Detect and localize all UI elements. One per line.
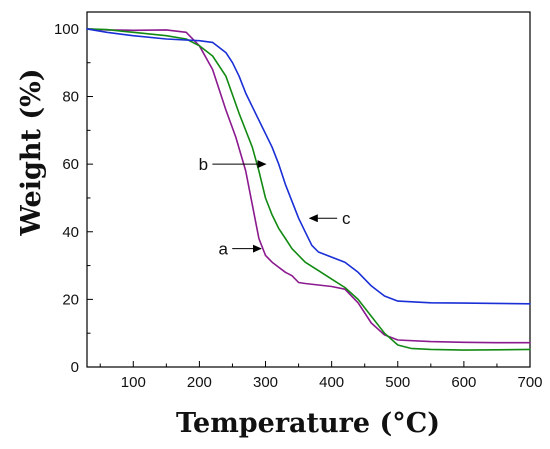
series-group xyxy=(86,28,531,351)
x-tick-label: 400 xyxy=(319,374,344,391)
tick-labels: 100 200 300 400 500 600 700 0 20 40 60 80 100 xyxy=(54,21,543,391)
y-tick-label: 40 xyxy=(62,224,79,241)
annotation-label-a: a xyxy=(218,240,228,259)
series-line-2 xyxy=(86,28,531,305)
y-tick-label: 0 xyxy=(71,359,79,376)
series-line-0 xyxy=(86,28,531,344)
series-line-1 xyxy=(86,28,531,351)
annotation-label-b: b xyxy=(199,155,208,174)
x-tick-label: 600 xyxy=(451,374,476,391)
annotation-label-c: c xyxy=(342,209,351,228)
x-tick-label: 200 xyxy=(187,374,212,391)
plot-frame xyxy=(86,11,531,368)
y-tick-label: 100 xyxy=(54,21,79,38)
y-tick-label: 60 xyxy=(62,156,79,173)
axis-ticks xyxy=(87,28,531,368)
x-tick-label: 700 xyxy=(517,374,542,391)
x-tick-label: 500 xyxy=(385,374,410,391)
x-tick-label: 300 xyxy=(253,374,278,391)
y-tick-label: 80 xyxy=(62,89,79,106)
x-axis-title: Temperature (°C) xyxy=(176,408,440,439)
annotations-group: a b c xyxy=(199,155,351,259)
y-axis-title: Weight (%) xyxy=(16,68,47,236)
y-tick-label: 20 xyxy=(62,291,79,308)
x-tick-label: 100 xyxy=(121,374,146,391)
